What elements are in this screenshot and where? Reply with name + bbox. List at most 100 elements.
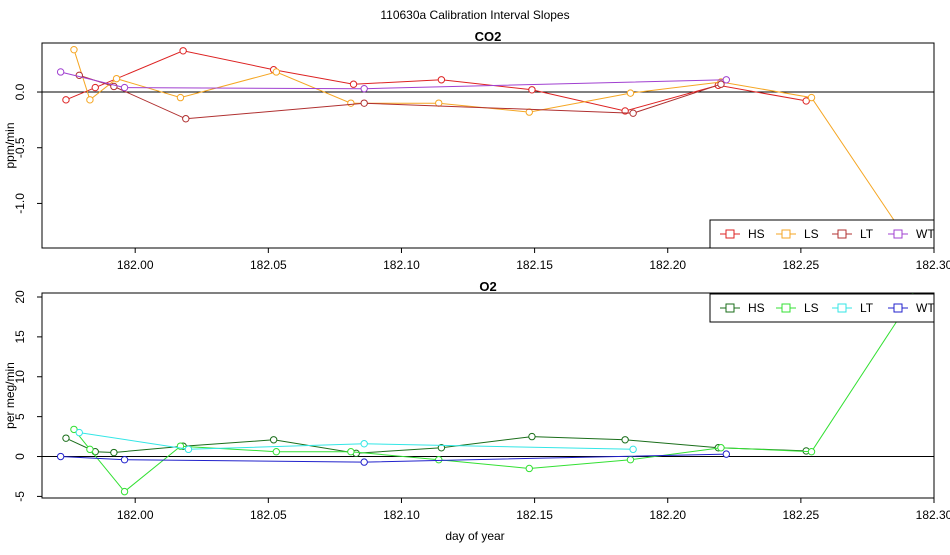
series-line-ls	[73, 49, 914, 248]
x-tick-label: 182.25	[783, 258, 820, 272]
data-point-lt	[184, 445, 193, 454]
legend: HS LS LT WT	[709, 293, 935, 323]
legend-label: WT	[916, 227, 935, 241]
data-point-ls	[176, 93, 185, 102]
data-point-wt	[56, 452, 65, 461]
data-point-lt	[629, 445, 637, 454]
data-point-ls	[70, 45, 78, 54]
data-point-hs	[91, 83, 99, 92]
data-point-ls	[717, 444, 725, 452]
x-tick-label: 182.15	[516, 508, 553, 522]
data-point-ls	[347, 99, 355, 107]
legend-marker	[725, 229, 735, 239]
series-line-wt	[60, 71, 727, 90]
y-tick-label: -5	[13, 491, 27, 502]
x-tick-label: 182.05	[250, 508, 287, 522]
data-point-wt	[120, 83, 129, 92]
legend-marker	[837, 229, 847, 239]
x-tick-label: 182.00	[117, 258, 154, 272]
data-point-wt	[120, 456, 129, 464]
legend-label: HS	[748, 301, 765, 315]
data-point-hs	[528, 86, 536, 94]
x-tick-label: 182.25	[783, 508, 820, 522]
y-tick-label: 20	[13, 290, 27, 304]
y-axis-label: per meg/min	[3, 362, 17, 429]
data-point-lt	[75, 428, 83, 437]
legend-marker	[893, 229, 903, 239]
o2-panel: O2 per meg/min 182.00 182.05 182.10 182.15 182…	[3, 279, 950, 522]
series-line-lt	[79, 74, 722, 120]
data-point-ls	[525, 464, 533, 473]
y-tick-label: -0.5	[13, 137, 27, 158]
data-point-hs	[62, 96, 70, 104]
series-group	[56, 293, 917, 496]
panel-title: CO2	[475, 29, 502, 44]
series-line-lt	[79, 432, 634, 450]
data-point-ls	[272, 448, 281, 456]
plot-frame	[41, 42, 935, 249]
legend-marker	[781, 229, 791, 239]
figure-title: 110630a Calibration Interval Slopes	[380, 8, 569, 22]
x-tick-label: 182.20	[649, 258, 686, 272]
x-tick-label: 182.10	[383, 508, 420, 522]
legend-marker	[837, 303, 847, 313]
plot-frame	[41, 292, 935, 499]
y-tick-label: -1.0	[13, 193, 27, 214]
data-point-hs	[269, 436, 278, 444]
data-point-ls	[86, 96, 94, 104]
legend-label: LT	[860, 227, 874, 241]
data-point-hs	[62, 434, 70, 442]
data-point-hs	[110, 448, 118, 457]
series-group	[56, 45, 917, 248]
y-tick-label: 10	[13, 370, 27, 384]
x-axis-label: day of year	[445, 529, 504, 543]
series-line-hs	[65, 50, 807, 112]
data-point-ls	[86, 445, 94, 454]
x-tick-label: 182.15	[516, 258, 553, 272]
x-tick-label: 182.10	[383, 258, 420, 272]
data-point-ls	[120, 487, 129, 496]
legend: HS LS LT WT	[709, 219, 935, 249]
legend-label: LS	[804, 301, 819, 315]
y-tick-label: 0.0	[13, 83, 27, 100]
data-point-ls	[70, 425, 78, 434]
legend-label: LT	[860, 301, 874, 315]
series-line-wt	[60, 453, 727, 463]
data-point-wt	[56, 68, 65, 76]
data-point-lt	[717, 80, 725, 88]
data-point-ls	[626, 89, 635, 97]
legend-label: HS	[748, 227, 765, 241]
legend-marker	[725, 303, 735, 313]
series-line-ls	[73, 296, 914, 493]
data-point-ls	[347, 448, 355, 456]
data-point-ls	[112, 74, 121, 83]
data-point-hs	[802, 97, 810, 105]
data-point-hs	[528, 432, 536, 441]
y-tick-label: 5	[13, 413, 27, 420]
co2-panel: CO2 ppm/min 182.00 182.05 182.10 182.15 182.20…	[3, 29, 950, 272]
data-point-ls	[807, 448, 816, 456]
data-point-ls	[435, 456, 443, 464]
x-tick-label: 182.30	[916, 508, 950, 522]
x-tick-label: 182.20	[649, 508, 686, 522]
panel-title: O2	[479, 279, 496, 294]
data-point-hs	[179, 47, 187, 55]
legend-marker	[893, 303, 903, 313]
data-point-wt	[360, 458, 368, 466]
x-tick-label: 182.00	[117, 508, 154, 522]
data-point-wt	[722, 76, 731, 84]
legend-marker	[781, 303, 791, 313]
data-point-hs	[621, 436, 629, 444]
data-point-lt	[182, 115, 190, 123]
x-tick-label: 182.30	[916, 258, 950, 272]
data-point-hs	[437, 76, 446, 84]
data-point-lt	[629, 109, 637, 117]
y-axis-label: ppm/min	[3, 122, 17, 168]
x-tick-label: 182.05	[250, 258, 287, 272]
data-point-hs	[349, 80, 358, 88]
data-point-hs	[437, 444, 446, 452]
data-point-wt	[360, 84, 368, 93]
data-point-ls	[807, 93, 816, 102]
data-point-ls	[272, 68, 281, 76]
